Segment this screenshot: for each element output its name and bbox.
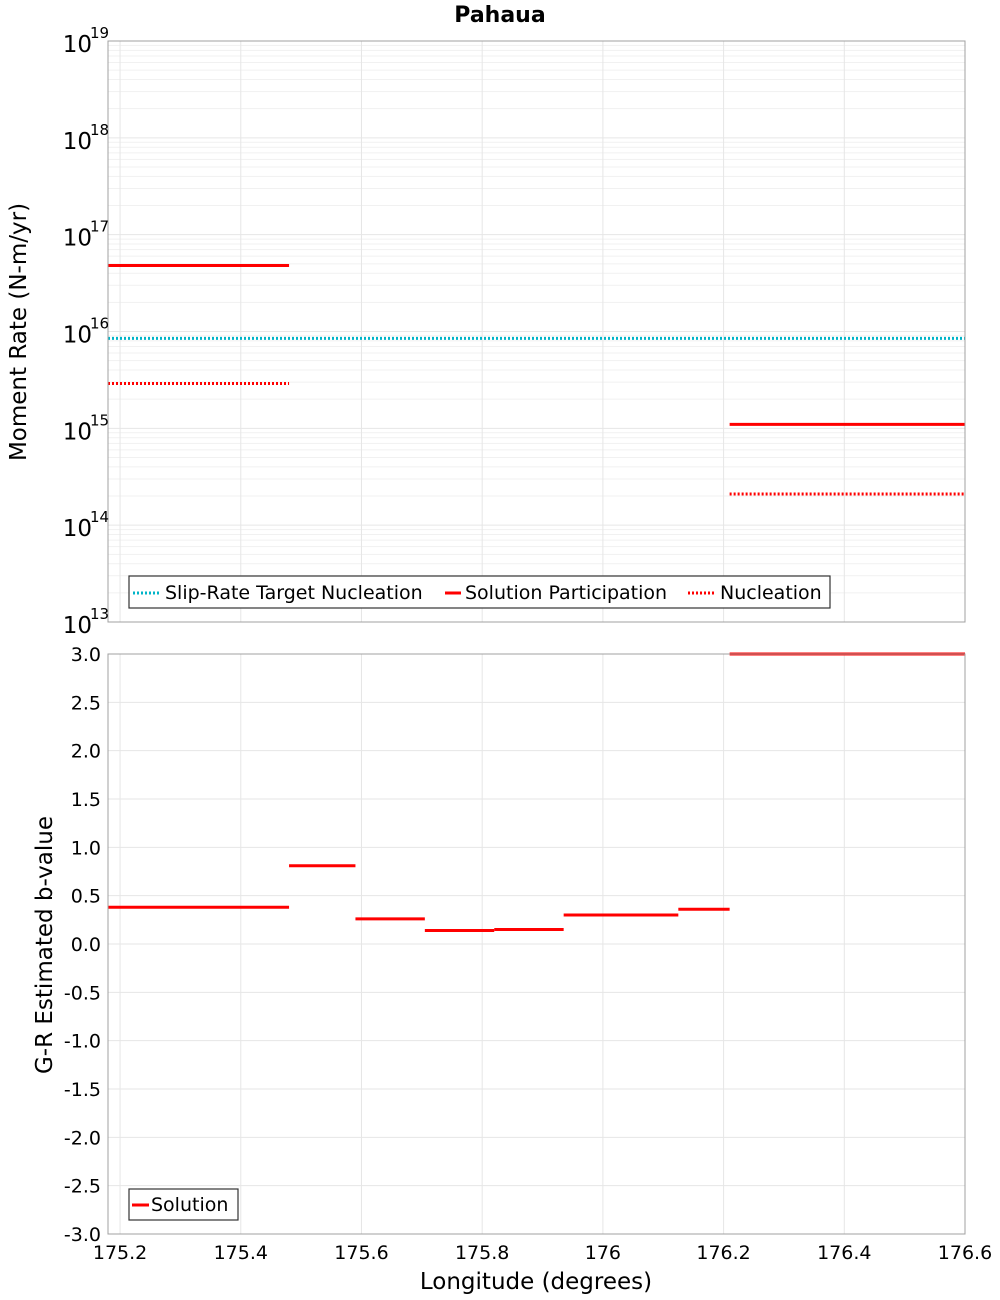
top-plot-series [108, 264, 965, 496]
bottom-plot-series [108, 652, 965, 932]
bottom-y-tick-label: -2.0 [64, 1127, 101, 1149]
legend-label-nucleation: Nucleation [720, 582, 822, 604]
top-y-tick-exponent: 17 [90, 218, 109, 236]
top-y-tick-exponent: 14 [90, 508, 109, 526]
top-y-tick-base: 10 [63, 516, 92, 542]
top-y-tick-base: 10 [63, 226, 92, 252]
x-tick-labels: 175.2 175.4 175.6 175.8 176 176.2 176.4 176.6 [93, 1242, 992, 1264]
top-plot-grid [108, 40, 966, 623]
x-tick-label: 175.8 [455, 1242, 509, 1264]
legend-label-solution: Solution [151, 1194, 228, 1216]
bottom-y-tick-label: 1.5 [71, 789, 101, 811]
bottom-y-tick-label: 1.0 [71, 837, 101, 859]
x-tick-label: 176.4 [817, 1242, 871, 1264]
top-legend-box [128, 575, 831, 609]
x-tick-label: 176 [585, 1242, 621, 1264]
x-tick-label: 175.4 [214, 1242, 268, 1264]
top-y-tick-exponent: 15 [90, 411, 109, 429]
top-y-tick-exponent: 16 [90, 315, 109, 333]
top-y-tick-exponent: 18 [90, 121, 109, 139]
x-tick-label: 176.6 [938, 1242, 992, 1264]
top-y-tick-base: 10 [63, 32, 92, 58]
bottom-y-tick-label: -1.0 [64, 1031, 101, 1053]
top-y-tick-base: 10 [63, 129, 92, 155]
top-y-tick-base: 10 [63, 323, 92, 349]
bottom-y-tick-label: 2.5 [71, 692, 101, 714]
top-y-tick-exponent: 13 [90, 605, 109, 623]
bottom-y-tick-label: 2.0 [71, 741, 101, 763]
bottom-y-tick-label: -1.5 [64, 1079, 101, 1101]
bottom-y-tick-label: 0.0 [71, 934, 101, 956]
bottom-plot-frame [107, 653, 966, 1235]
top-plot-frame [107, 40, 966, 623]
bottom-y-tick-labels: 3.0 2.5 2.0 1.5 1.0 0.5 0.0 -0.5 -1.0 -1.5 -2.0 -2.… [64, 644, 101, 1246]
top-y-tick-exponent: 19 [90, 24, 109, 42]
top-y-tick-base: 10 [63, 613, 92, 639]
bottom-y-tick-label: -0.5 [64, 982, 101, 1004]
x-tick-label: 176.2 [696, 1242, 750, 1264]
top-legend: Slip-Rate Target Nucleation Solution Par… [128, 575, 831, 609]
bottom-y-tick-label: -3.0 [64, 1224, 101, 1246]
bottom-y-axis-title: G-R Estimated b-value [32, 816, 58, 1074]
bottom-y-tick-label: -2.5 [64, 1176, 101, 1198]
bottom-y-tick-label: 0.5 [71, 886, 101, 908]
legend-label-solution-participation: Solution Participation [465, 582, 667, 604]
x-tick-label: 175.6 [334, 1242, 388, 1264]
bottom-y-tick-label: 3.0 [71, 644, 101, 666]
legend-label-slip-rate-target: Slip-Rate Target Nucleation [165, 582, 423, 604]
x-tick-label: 175.2 [93, 1242, 147, 1264]
x-axis-title: Longitude (degrees) [420, 1269, 652, 1295]
top-y-tick-base: 10 [63, 419, 92, 445]
bottom-legend: Solution [128, 1188, 239, 1221]
chart-title: Pahaua [454, 3, 545, 28]
bottom-plot-grid [108, 653, 966, 1235]
top-y-axis-title: Moment Rate (N-m/yr) [6, 203, 32, 461]
